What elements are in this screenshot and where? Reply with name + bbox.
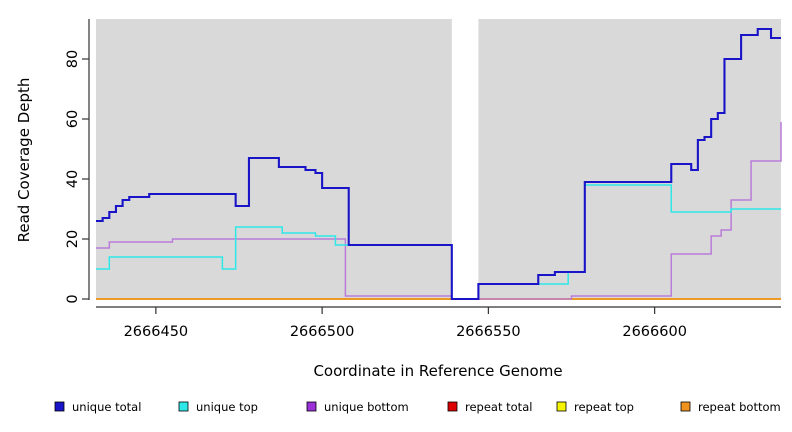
series-line-unique-total (96, 27, 781, 301)
legend-swatch (54, 401, 65, 412)
legend-label: unique bottom (324, 400, 409, 414)
y-tick-label: 40 (65, 170, 81, 188)
legend-swatch (680, 401, 691, 412)
x-axis-tick-labels: 2666450 2666500 2666550 2666600 (124, 324, 687, 340)
legend-item-unique-total[interactable]: unique total (54, 400, 141, 414)
y-axis-ticks (82, 58, 89, 300)
legend-swatch (447, 401, 458, 412)
y-tick-label: 80 (65, 50, 81, 68)
axes (82, 19, 781, 314)
legend-label: unique top (196, 400, 258, 414)
legend-swatch (178, 401, 189, 412)
legend-item-repeat-bottom[interactable]: repeat bottom (680, 400, 781, 414)
legend-item-unique-top[interactable]: unique top (178, 400, 258, 414)
panel-background-right (478, 19, 781, 300)
legend-label: unique total (72, 400, 141, 414)
x-axis-ticks (155, 307, 656, 314)
panel-background-left (96, 19, 452, 300)
x-tick-label: 2666550 (456, 324, 521, 340)
legend-swatch (306, 401, 317, 412)
y-tick-label: 20 (65, 230, 81, 248)
y-tick-label: 60 (65, 110, 81, 128)
legend-label: repeat top (574, 400, 634, 414)
legend-item-unique-bottom[interactable]: unique bottom (306, 400, 409, 414)
legend-label: repeat total (465, 400, 532, 414)
y-axis-tick-labels: 0 20 40 60 80 (65, 50, 81, 304)
x-axis-title: Coordinate in Reference Genome (313, 362, 562, 380)
x-tick-label: 2666600 (622, 324, 687, 340)
y-axis-title: Read Coverage Depth (15, 78, 33, 243)
x-tick-label: 2666500 (290, 324, 355, 340)
legend-item-repeat-top[interactable]: repeat top (556, 400, 634, 414)
plot-panel (96, 19, 781, 300)
series-layer (96, 27, 782, 301)
legend-label: repeat bottom (698, 400, 781, 414)
x-tick-label: 2666450 (124, 324, 189, 340)
legend-swatch (556, 401, 567, 412)
chart-legend: unique total unique top unique bottom repea… (54, 400, 781, 414)
legend-item-repeat-total[interactable]: repeat total (447, 400, 532, 414)
series-line-unique-bottom (96, 122, 782, 300)
y-tick-label: 0 (65, 294, 81, 303)
